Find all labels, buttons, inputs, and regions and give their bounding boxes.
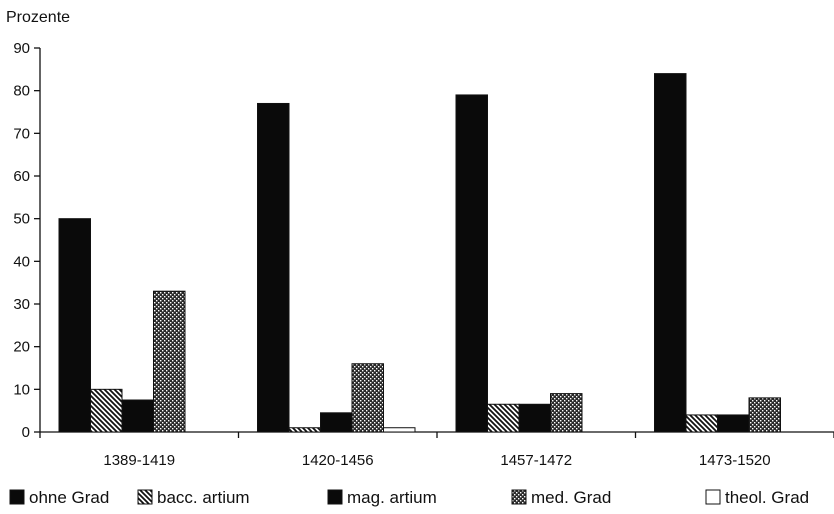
legend-swatch <box>137 489 153 505</box>
bar <box>121 399 154 433</box>
bar <box>455 94 488 433</box>
y-tick-label: 40 <box>13 253 30 270</box>
bar <box>550 393 583 433</box>
bar <box>717 414 750 433</box>
bar <box>383 427 416 433</box>
legend-label: mag. artium <box>347 488 437 507</box>
legend-label: theol. Grad <box>725 488 809 507</box>
y-tick-label: 90 <box>13 40 30 57</box>
y-tick-label: 10 <box>13 381 30 398</box>
bar <box>90 388 123 433</box>
legend-swatch <box>327 489 343 505</box>
y-tick-label: 60 <box>13 168 30 185</box>
x-tick-label: 1473-1520 <box>699 452 771 469</box>
x-tick-label: 1389-1419 <box>103 452 175 469</box>
y-tick-label: 50 <box>13 211 30 228</box>
y-tick-label: 30 <box>13 296 30 313</box>
y-tick-label: 0 <box>22 424 30 441</box>
legend-label: bacc. artium <box>157 488 250 507</box>
bar <box>288 427 321 433</box>
legend-label: ohne Grad <box>29 488 109 507</box>
legend-swatch <box>9 489 25 505</box>
bar <box>58 218 91 433</box>
bar <box>748 397 781 433</box>
legend-swatch <box>511 489 527 505</box>
bar <box>153 290 186 433</box>
y-axis-label: Prozente <box>6 9 70 26</box>
y-tick-label: 70 <box>13 125 30 142</box>
y-tick-label: 80 <box>13 83 30 100</box>
bar <box>654 73 687 433</box>
legend-swatch <box>705 489 721 505</box>
bar <box>487 403 520 433</box>
bar <box>518 403 551 433</box>
y-tick-label: 20 <box>13 339 30 356</box>
x-tick-label: 1420-1456 <box>302 452 374 469</box>
bar <box>351 363 384 433</box>
bar <box>320 412 353 433</box>
bar <box>257 102 290 433</box>
x-tick-label: 1457-1472 <box>500 452 572 469</box>
legend-label: med. Grad <box>531 488 611 507</box>
bar <box>685 414 718 433</box>
